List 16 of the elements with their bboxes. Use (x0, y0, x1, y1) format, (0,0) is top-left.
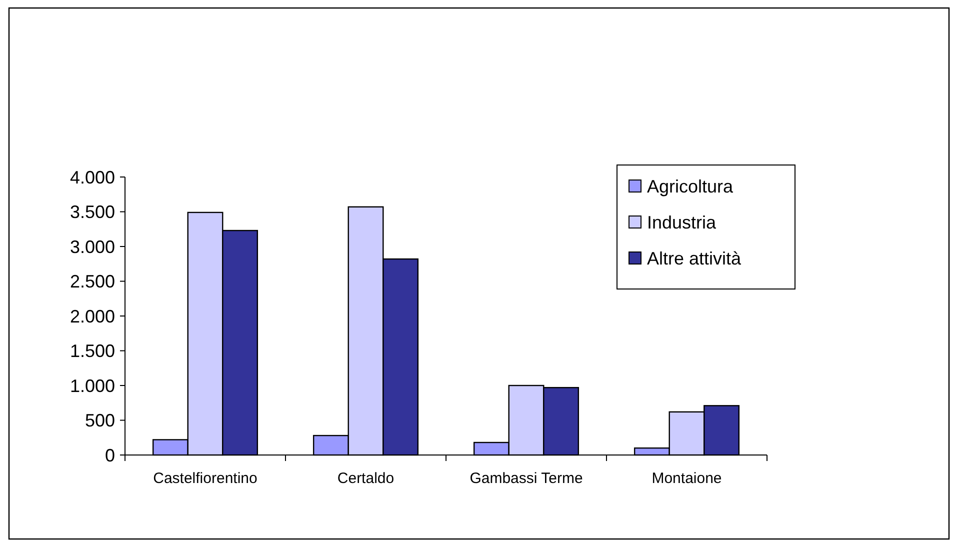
y-tick-label: 2.500 (70, 272, 115, 292)
x-tick-label: Certaldo (337, 470, 394, 487)
legend-label: Altre attività (647, 248, 742, 268)
y-tick-label: 1.000 (70, 376, 115, 396)
legend-label: Agricoltura (647, 176, 734, 196)
y-tick-label: 0 (104, 445, 115, 466)
y-tick-label: 500 (84, 410, 115, 431)
x-tick-label: Castelfiorentino (153, 470, 258, 487)
y-tick-label: 2.000 (70, 306, 115, 326)
y-tick-label: 3.500 (70, 202, 115, 222)
y-tick-label: 4.000 (70, 167, 115, 188)
y-tick-label: 1.500 (70, 341, 115, 362)
x-tick-label: Montaione (652, 470, 722, 487)
legend-label: Industria (647, 212, 718, 232)
x-tick-label: Gambassi Terme (470, 470, 583, 487)
y-tick-label: 3.000 (70, 236, 115, 257)
